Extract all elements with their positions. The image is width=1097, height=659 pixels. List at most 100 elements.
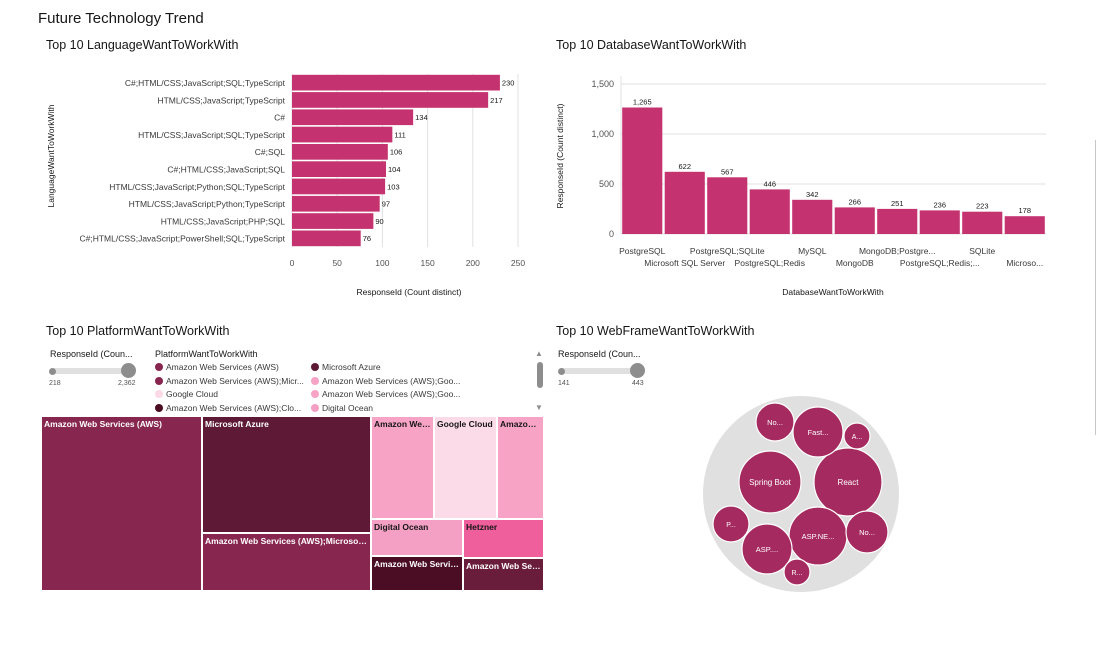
webframe-bubble[interactable]: [755, 402, 795, 442]
database-category-label: PostgreSQL: [619, 246, 666, 256]
legend-scrollbar-thumb[interactable]: [537, 362, 543, 388]
legend-scroll-up-icon[interactable]: ▲: [535, 349, 543, 358]
legend-swatch: [155, 390, 163, 398]
platform-size-legend-track: [52, 368, 130, 374]
webframe-bubble[interactable]: [783, 558, 811, 586]
platform-legend-item[interactable]: Amazon Web Services (AWS);Goo...: [311, 389, 460, 399]
language-category-label: HTML/CSS;JavaScript;Python;TypeScript: [129, 199, 286, 209]
language-x-tick-label: 50: [332, 258, 342, 268]
treemap-cell[interactable]: Amazon Web...: [371, 416, 434, 519]
database-y-tick-label: 1,000: [591, 129, 614, 139]
database-y-tick-label: 1,500: [591, 79, 614, 89]
treemap-cell[interactable]: Hetzner: [463, 519, 544, 558]
legend-label: Digital Ocean: [322, 402, 374, 413]
webframe-bubble-label: P...: [726, 522, 736, 529]
language-bar[interactable]: [292, 92, 489, 108]
language-bar[interactable]: [292, 230, 361, 247]
platform-size-legend-title: ResponseId (Coun...: [50, 349, 133, 359]
webframe-bubble[interactable]: [792, 406, 844, 458]
treemap-cell[interactable]: Amazon Web Servic...: [371, 556, 463, 591]
webframe-bubble[interactable]: [712, 505, 750, 543]
language-bar[interactable]: [292, 144, 388, 160]
language-bar[interactable]: [292, 195, 380, 212]
webframe-bubble[interactable]: [843, 422, 871, 450]
treemap-cell[interactable]: Google Cloud: [434, 416, 497, 519]
database-bar[interactable]: [919, 210, 960, 234]
database-bar[interactable]: [749, 189, 790, 234]
legend-swatch: [155, 363, 163, 371]
database-bar[interactable]: [707, 177, 748, 234]
legend-label: Amazon Web Services (AWS);Micr...: [166, 375, 304, 386]
database-chart-title: Top 10 DatabaseWantToWorkWith: [556, 38, 747, 52]
platform-legend-item[interactable]: Amazon Web Services (AWS);Clo...: [155, 403, 301, 413]
language-bar[interactable]: [292, 126, 393, 143]
database-bar[interactable]: [622, 107, 663, 235]
platform-size-legend-min: 218: [49, 380, 61, 387]
database-bar[interactable]: [962, 211, 1003, 234]
webframe-bubble[interactable]: [738, 450, 802, 514]
database-bar-chart: 1,265 622 567 446 342 266 251 236 223 178 0 500 1,0…: [555, 76, 1046, 297]
treemap-cell[interactable]: Amazon ...: [497, 416, 544, 519]
treemap-cell[interactable]: Digital Ocean: [371, 519, 463, 556]
language-category-label: HTML/CSS;JavaScript;SQL;TypeScript: [138, 130, 286, 140]
database-y-axis-label: ResponseId (Count distinct): [555, 103, 565, 208]
legend-scroll-down-icon[interactable]: ▼: [535, 403, 543, 412]
treemap-cell-label: Amazon Web Services (AWS);Microsoft A...: [205, 536, 368, 546]
language-category-label: C#;HTML/CSS;JavaScript;SQL: [167, 164, 285, 174]
platform-treemap: Amazon Web Services (AWS) Microsoft Azure…: [41, 416, 544, 591]
database-bar[interactable]: [834, 207, 875, 234]
treemap-cell-label: Google Cloud: [437, 419, 493, 429]
language-bar[interactable]: [292, 74, 500, 91]
language-bar[interactable]: [292, 109, 414, 126]
database-bar[interactable]: [792, 199, 833, 234]
webframe-bubble-label: ASP....: [756, 545, 778, 554]
language-bars[interactable]: 230 217 134 111 106 104 103 97 90 76: [292, 74, 515, 247]
platform-legend-item[interactable]: Google Cloud: [155, 389, 218, 399]
treemap-cell-label: Amazon Web...: [374, 419, 431, 429]
treemap-cell-label: Hetzner: [466, 522, 498, 532]
webframe-bubble-label: No...: [859, 528, 875, 537]
language-value-label: 230: [502, 78, 515, 87]
platform-legend-item[interactable]: Amazon Web Services (AWS): [155, 362, 279, 372]
treemap-cell[interactable]: Amazon Web Services (AWS): [41, 416, 202, 591]
platform-legend-title: PlatformWantToWorkWith: [155, 349, 258, 359]
webframe-bubble[interactable]: [845, 510, 889, 554]
webframe-size-legend-max: 443: [632, 380, 644, 387]
webframe-bubble-label: Fast...: [808, 428, 829, 437]
webframe-bubble[interactable]: [813, 447, 883, 517]
database-value-label: 446: [763, 179, 776, 188]
legend-swatch: [311, 403, 319, 412]
language-x-tick-label: 250: [511, 258, 525, 268]
treemap-cell-label: Amazon Web Services (AWS): [44, 419, 162, 429]
database-category-label: MongoDB: [836, 258, 874, 268]
platform-size-legend-max: 2,362: [118, 380, 136, 387]
language-x-tick-label: 0: [290, 258, 295, 268]
platform-legend-item[interactable]: Digital Ocean: [311, 403, 373, 413]
language-bar[interactable]: [292, 213, 374, 229]
webframe-bubbles[interactable]: Spring Boot React Fast... No... A... ASP.NE..…: [712, 402, 889, 586]
platform-legend-item[interactable]: Amazon Web Services (AWS);Goo...: [311, 376, 460, 386]
language-category-label: C#;HTML/CSS;JavaScript;PowerShell;SQL;Ty…: [80, 234, 286, 244]
panel-scroll-edge: [1095, 140, 1096, 435]
database-value-label: 567: [721, 167, 734, 176]
language-bar[interactable]: [292, 178, 386, 195]
treemap-cell[interactable]: Microsoft Azure: [202, 416, 371, 533]
treemap-cell[interactable]: Amazon Web Ser...: [463, 558, 544, 591]
database-bar[interactable]: [664, 171, 705, 234]
database-value-label: 266: [848, 197, 861, 206]
database-bars[interactable]: 1,265 622 567 446 342 266 251 236 223 178: [622, 98, 1045, 235]
database-value-label: 236: [933, 200, 946, 209]
language-category-labels: C#;HTML/CSS;JavaScript;SQL;TypeScript HTM…: [80, 78, 286, 244]
database-category-label: PostgreSQL;SQLite: [690, 246, 765, 256]
database-value-label: 178: [1018, 206, 1031, 215]
legend-swatch: [311, 376, 319, 385]
platform-legend-item[interactable]: Microsoft Azure: [311, 362, 381, 372]
treemap-cell[interactable]: Amazon Web Services (AWS);Microsoft A...: [202, 533, 371, 591]
treemap-cell-label: Amazon Web Ser...: [466, 561, 541, 571]
webframe-bubble-chart: Spring Boot React Fast... No... A... ASP.NE..…: [703, 396, 899, 592]
database-bar[interactable]: [877, 208, 918, 234]
language-bar[interactable]: [292, 161, 387, 177]
webframe-bubble[interactable]: [741, 523, 793, 575]
database-bar[interactable]: [1004, 216, 1045, 234]
platform-legend-item[interactable]: Amazon Web Services (AWS);Micr...: [155, 376, 304, 386]
